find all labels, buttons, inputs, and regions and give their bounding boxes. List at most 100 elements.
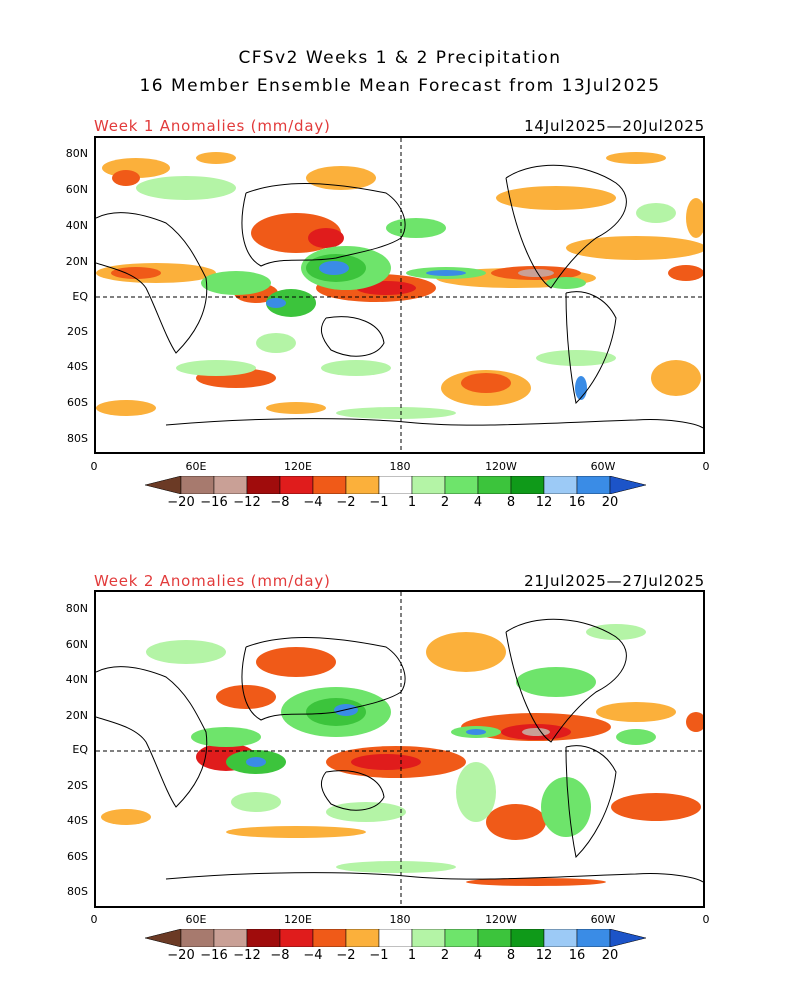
lat-label: 80S [67, 432, 88, 445]
colorbar-swatch [609, 475, 647, 495]
colorbar-swatch [378, 928, 413, 948]
colorbar-tick-label: 20 [601, 948, 619, 963]
colorbar-swatch [180, 928, 215, 948]
lon-label: 120E [284, 460, 312, 473]
colorbar-swatch [345, 475, 380, 495]
lat-label: 40S [67, 360, 88, 373]
colorbar-swatch [444, 928, 479, 948]
lon-label: 0 [702, 460, 710, 473]
lat-label: 20S [67, 325, 88, 338]
week2-label: Week 2 Anomalies (mm/day) [94, 572, 331, 590]
colorbar-swatch [543, 475, 578, 495]
lon-label: 120W [485, 913, 517, 926]
lat-label: 80N [65, 602, 88, 615]
week2-map [94, 590, 705, 908]
colorbar-swatch [609, 928, 647, 948]
lat-label: 60S [67, 396, 88, 409]
colorbar-swatch [576, 928, 611, 948]
colorbar-tick-label: 8 [506, 948, 516, 963]
colorbar-swatches [144, 928, 647, 948]
lat-label: 40S [67, 814, 88, 827]
colorbar-tick-label: −12 [233, 495, 261, 510]
week1-label: Week 1 Anomalies (mm/day) [94, 117, 331, 135]
colorbar-tick-label: 2 [440, 495, 450, 510]
colorbar-swatch [411, 928, 446, 948]
colorbar-tick-label: −1 [369, 948, 389, 963]
colorbar-tick-label: 4 [473, 495, 483, 510]
colorbar-tick-label: −8 [270, 948, 290, 963]
colorbar-tick-label: 2 [440, 948, 450, 963]
lat-label: 80N [65, 147, 88, 160]
chart-title: CFSv2 Weeks 1 & 2 Precipitation [238, 48, 562, 68]
lat-label: 60S [67, 850, 88, 863]
colorbar-swatch [144, 475, 182, 495]
week1-map-canvas [96, 138, 703, 452]
colorbar-tick-label: −8 [270, 495, 290, 510]
lon-label: 180 [389, 460, 411, 473]
colorbar-tick-label: −4 [303, 495, 323, 510]
colorbar-swatch [312, 475, 347, 495]
week2-colorbar [144, 928, 660, 951]
colorbar-tick-label: 20 [601, 495, 619, 510]
colorbar-tick-label: 16 [568, 948, 586, 963]
colorbar-tick-label: −16 [200, 948, 228, 963]
lat-label: 20N [65, 709, 88, 722]
lon-label: 0 [90, 460, 98, 473]
colorbar-tick-label: 4 [473, 948, 483, 963]
lat-label: EQ [72, 290, 88, 303]
colorbar-tick-label: −1 [369, 495, 389, 510]
colorbar-tick-label: 1 [407, 495, 417, 510]
colorbar-swatch [144, 928, 182, 948]
colorbar-tick-label: −2 [336, 948, 356, 963]
lon-label: 60E [185, 460, 207, 473]
week1-anomaly-shading [96, 152, 703, 419]
colorbar-swatch [477, 928, 512, 948]
colorbar-swatch [510, 475, 545, 495]
week2-map-canvas [96, 592, 703, 906]
colorbar-swatch [180, 475, 215, 495]
colorbar-swatch [246, 928, 281, 948]
week2-dates: 21Jul2025—27Jul2025 [524, 572, 705, 590]
lat-label: 80S [67, 885, 88, 898]
lon-label: 0 [702, 913, 710, 926]
colorbar-tick-label: −4 [303, 948, 323, 963]
colorbar-tick-label: 12 [535, 948, 553, 963]
colorbar-tick-label: −16 [200, 495, 228, 510]
colorbar-tick-label: 8 [506, 495, 516, 510]
colorbar-tick-label: 12 [535, 495, 553, 510]
colorbar-swatch [279, 475, 314, 495]
colorbar-tick-label: −12 [233, 948, 261, 963]
colorbar-tick-label: −2 [336, 495, 356, 510]
lon-label: 60W [590, 460, 616, 473]
colorbar-swatch [411, 475, 446, 495]
colorbar-swatch [279, 928, 314, 948]
week1-dates: 14Jul2025—20Jul2025 [524, 117, 705, 135]
colorbar-swatch [213, 475, 248, 495]
lat-label: 20N [65, 255, 88, 268]
colorbar-swatch [246, 475, 281, 495]
colorbar-swatch [378, 475, 413, 495]
colorbar-swatches [144, 475, 647, 495]
colorbar-swatch [312, 928, 347, 948]
lon-label: 120E [284, 913, 312, 926]
colorbar-swatch [576, 475, 611, 495]
lon-label: 120W [485, 460, 517, 473]
colorbar-tick-label: −20 [167, 948, 195, 963]
colorbar-swatch [543, 928, 578, 948]
lon-label: 60E [185, 913, 207, 926]
lon-label: 0 [90, 913, 98, 926]
colorbar-swatch [444, 475, 479, 495]
colorbar-tick-label: −20 [167, 495, 195, 510]
lat-label: 40N [65, 673, 88, 686]
lon-label: 180 [389, 913, 411, 926]
chart-subtitle: 16 Member Ensemble Mean Forecast from 13… [139, 76, 661, 96]
lat-label: EQ [72, 743, 88, 756]
week2-coastlines [96, 618, 703, 883]
lat-label: 60N [65, 183, 88, 196]
colorbar-swatch [213, 928, 248, 948]
colorbar-swatch [345, 928, 380, 948]
week2-anomaly-shading [101, 624, 703, 886]
colorbar-swatch [510, 928, 545, 948]
colorbar-tick-label: 1 [407, 948, 417, 963]
lat-label: 40N [65, 219, 88, 232]
